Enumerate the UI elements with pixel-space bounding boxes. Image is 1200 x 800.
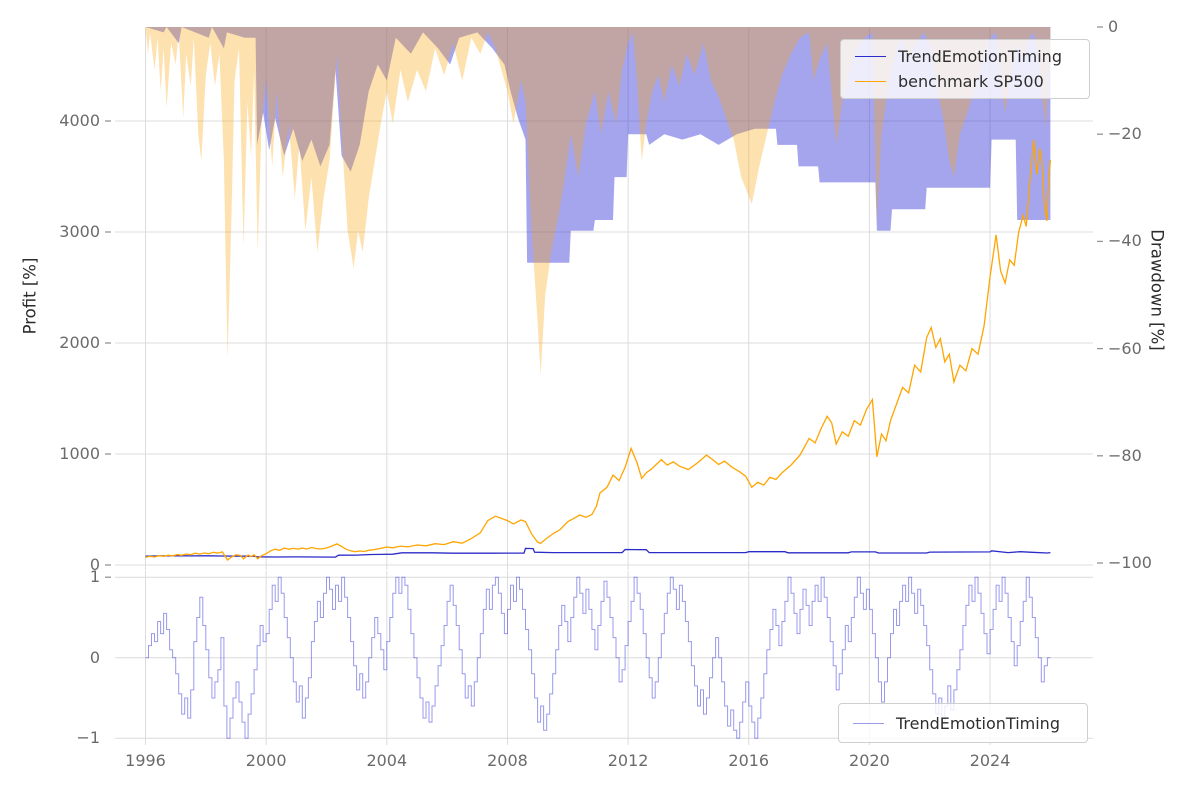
year-tick-label: 2024	[969, 751, 1011, 770]
legend-label: benchmark SP500	[898, 72, 1044, 92]
legend-label: TrendEmotionTiming	[898, 46, 1062, 66]
drawdown-tick-label: −40	[1108, 231, 1142, 251]
legend-item-signal: TrendEmotionTiming	[853, 714, 1077, 733]
legend-line-sample-blue	[855, 55, 886, 57]
year-tick-label: 1996	[125, 751, 166, 770]
year-tick-label: 2000	[245, 751, 287, 770]
profit-tick-label: 0	[89, 555, 100, 574]
year-tick-label: 2016	[728, 751, 770, 770]
left-axis-title: Profit [%]	[20, 257, 40, 335]
legend-line-sample-periwinkle	[853, 722, 884, 724]
drawdown-tick-label: 0	[1108, 17, 1119, 36]
legend-item-benchmark-sp500: benchmark SP500	[855, 72, 1079, 91]
profit-tick-label: 2000	[59, 333, 100, 352]
profit-tick-label: 1000	[59, 444, 100, 463]
right-axis-title: Drawdown [%]	[1147, 229, 1167, 351]
profit-tick-label: 3000	[59, 222, 100, 241]
signal-tick-label: 1	[89, 567, 100, 587]
drawdown-tick-label: −60	[1108, 338, 1142, 358]
drawdown-tick-label: −80	[1108, 445, 1142, 465]
legend-top: TrendEmotionTiming benchmark SP500	[840, 39, 1090, 99]
year-tick-label: 2012	[607, 751, 649, 770]
legend-item-trendemotiontiming: TrendEmotionTiming	[855, 47, 1079, 66]
year-tick-label: 2004	[366, 751, 408, 770]
legend-bottom: TrendEmotionTiming	[838, 703, 1088, 743]
legend-line-sample-orange	[855, 81, 886, 83]
signal-tick-label: −1	[76, 728, 100, 748]
year-tick-label: 2008	[487, 751, 528, 770]
legend-label: TrendEmotionTiming	[896, 713, 1060, 733]
profit-tick-label: 4000	[59, 111, 100, 130]
drawdown-tick-label: −20	[1108, 124, 1142, 144]
year-tick-label: 2020	[849, 751, 890, 770]
signal-tick-label: 0	[89, 647, 100, 667]
drawdown-tick-label: −100	[1108, 553, 1152, 572]
